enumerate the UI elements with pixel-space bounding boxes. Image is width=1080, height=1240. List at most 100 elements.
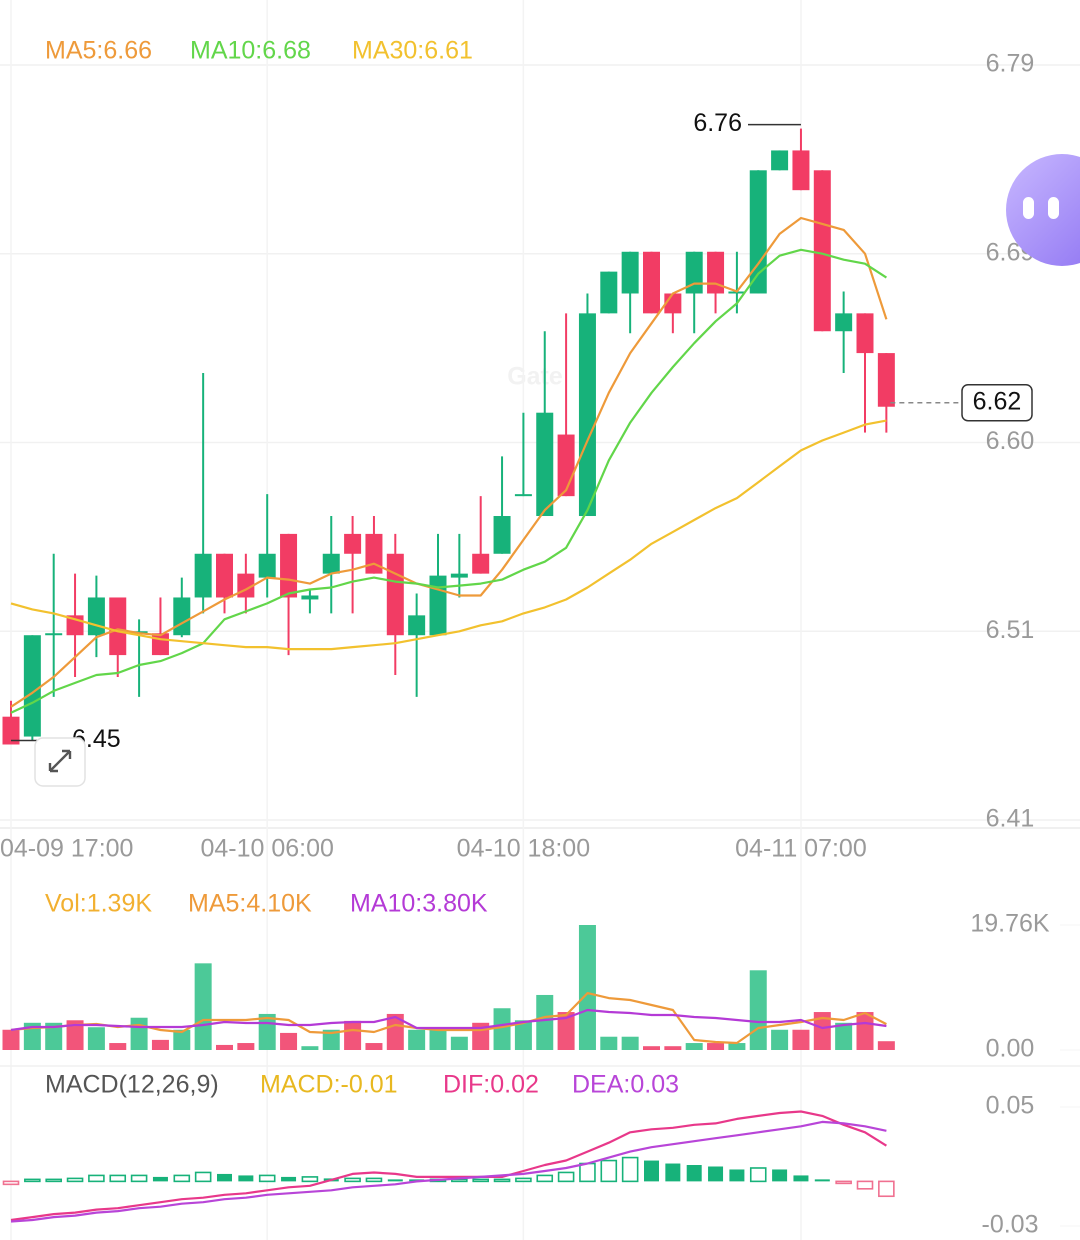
candle-body [45,633,63,636]
legend-entry: MACD:-0.01 [260,1071,398,1099]
volume-bar [557,1012,575,1050]
legend-entry: Vol:1.39K [45,890,152,918]
assistant-bubble[interactable] [1006,154,1080,266]
macd-bar [2,1180,20,1186]
volume-bar [237,1043,255,1050]
macd-bar [835,1180,852,1185]
watermark: Gate [507,363,563,391]
volume-bar [429,1029,447,1050]
x-tick-label: 04-11 07:00 [735,835,867,863]
candle-body [621,251,639,294]
volume-bar [856,1012,874,1050]
macd-bar [130,1174,148,1183]
expand-button[interactable] [34,737,86,787]
candle-body [194,553,212,598]
candle-body [514,494,532,497]
volume-bar [792,1029,810,1050]
macd-bar [281,1176,297,1182]
bubble-body[interactable] [1006,154,1080,266]
candle-body [23,635,41,737]
bubble-eye [1023,197,1034,219]
volume-bar [2,1029,20,1050]
candle-body [472,553,490,574]
volume-bar [301,1046,319,1050]
macd-bar [88,1174,105,1183]
macd-bar [856,1180,874,1190]
candle-body [450,573,468,578]
volume-bar [408,1029,426,1050]
expand-icon [48,749,72,773]
indicator-line [10,1110,887,1222]
volume-bar [66,1020,84,1050]
legend-entry: MA5:6.66 [45,37,152,65]
volume-bar [493,1008,511,1050]
macd-bar [173,1174,191,1183]
macd-bar [365,1177,383,1183]
volume-bar [450,1036,468,1050]
candle-body [792,150,810,191]
volume-bar [45,1022,63,1050]
volume-bar [280,1032,298,1050]
indicator-line [10,216,888,708]
candle-body [408,615,426,636]
volume-bar [707,1043,725,1050]
y-tick-label: 19.76K [970,910,1050,938]
candle-body [578,313,596,517]
legend-entry: MACD(12,26,9) [45,1071,219,1099]
macd-bar [515,1177,532,1183]
volume-bar [216,1044,233,1050]
volume-bar [87,1027,105,1050]
volume-bar [749,970,767,1050]
volume-bar [130,1017,148,1050]
legend-entry: DIF:0.02 [443,1071,539,1099]
macd-bar [45,1178,63,1183]
legend-entry: MA10:6.68 [190,37,311,65]
macd-bar [708,1166,724,1182]
legend-entry: MA5:4.10K [188,890,312,918]
macd-bar [557,1171,575,1183]
volume-bar [365,1043,383,1050]
volume-bar [173,1029,191,1050]
indicator-line [10,1008,887,1032]
macd-bar [772,1169,788,1182]
candle-body [87,597,105,636]
legend-entry: DEA:0.03 [572,1071,679,1099]
macd-bar [472,1178,490,1183]
indicator-line [10,419,887,651]
candle-body [365,533,383,574]
y-tick-label: 6.79 [986,50,1035,78]
macd-bar [194,1171,212,1183]
volume-bar [835,1022,853,1050]
legend-entry: MA10:3.80K [350,890,488,918]
candle-body [835,313,853,332]
volume-bar [344,1020,362,1050]
macd-bar [793,1175,809,1182]
legend-entry: MA30:6.61 [352,37,473,65]
volume-bar [621,1036,639,1050]
candle-body [151,633,169,656]
candle-body [813,170,831,332]
volume-bar [23,1022,41,1050]
volume-bar [514,1020,532,1050]
volume-bar [685,1043,703,1050]
candle-body [429,575,447,636]
macd-bar [238,1175,254,1182]
volume-bar [728,1043,746,1050]
high-marker-label: 6.76 [693,109,742,137]
candle-body [877,353,895,407]
y-tick-label: 0.05 [986,1092,1035,1120]
macd-bar [600,1159,618,1183]
candle-body [344,533,362,554]
macd-bar [814,1179,830,1182]
y-tick-label: 6.60 [986,427,1035,455]
x-tick-label: 04-09 17:00 [0,835,133,863]
volume-bar [771,1029,789,1050]
volume-bar [664,1046,682,1050]
candle-body [643,251,660,314]
candle-body [301,595,319,600]
candle-body [109,597,127,656]
macd-bar [217,1173,232,1182]
